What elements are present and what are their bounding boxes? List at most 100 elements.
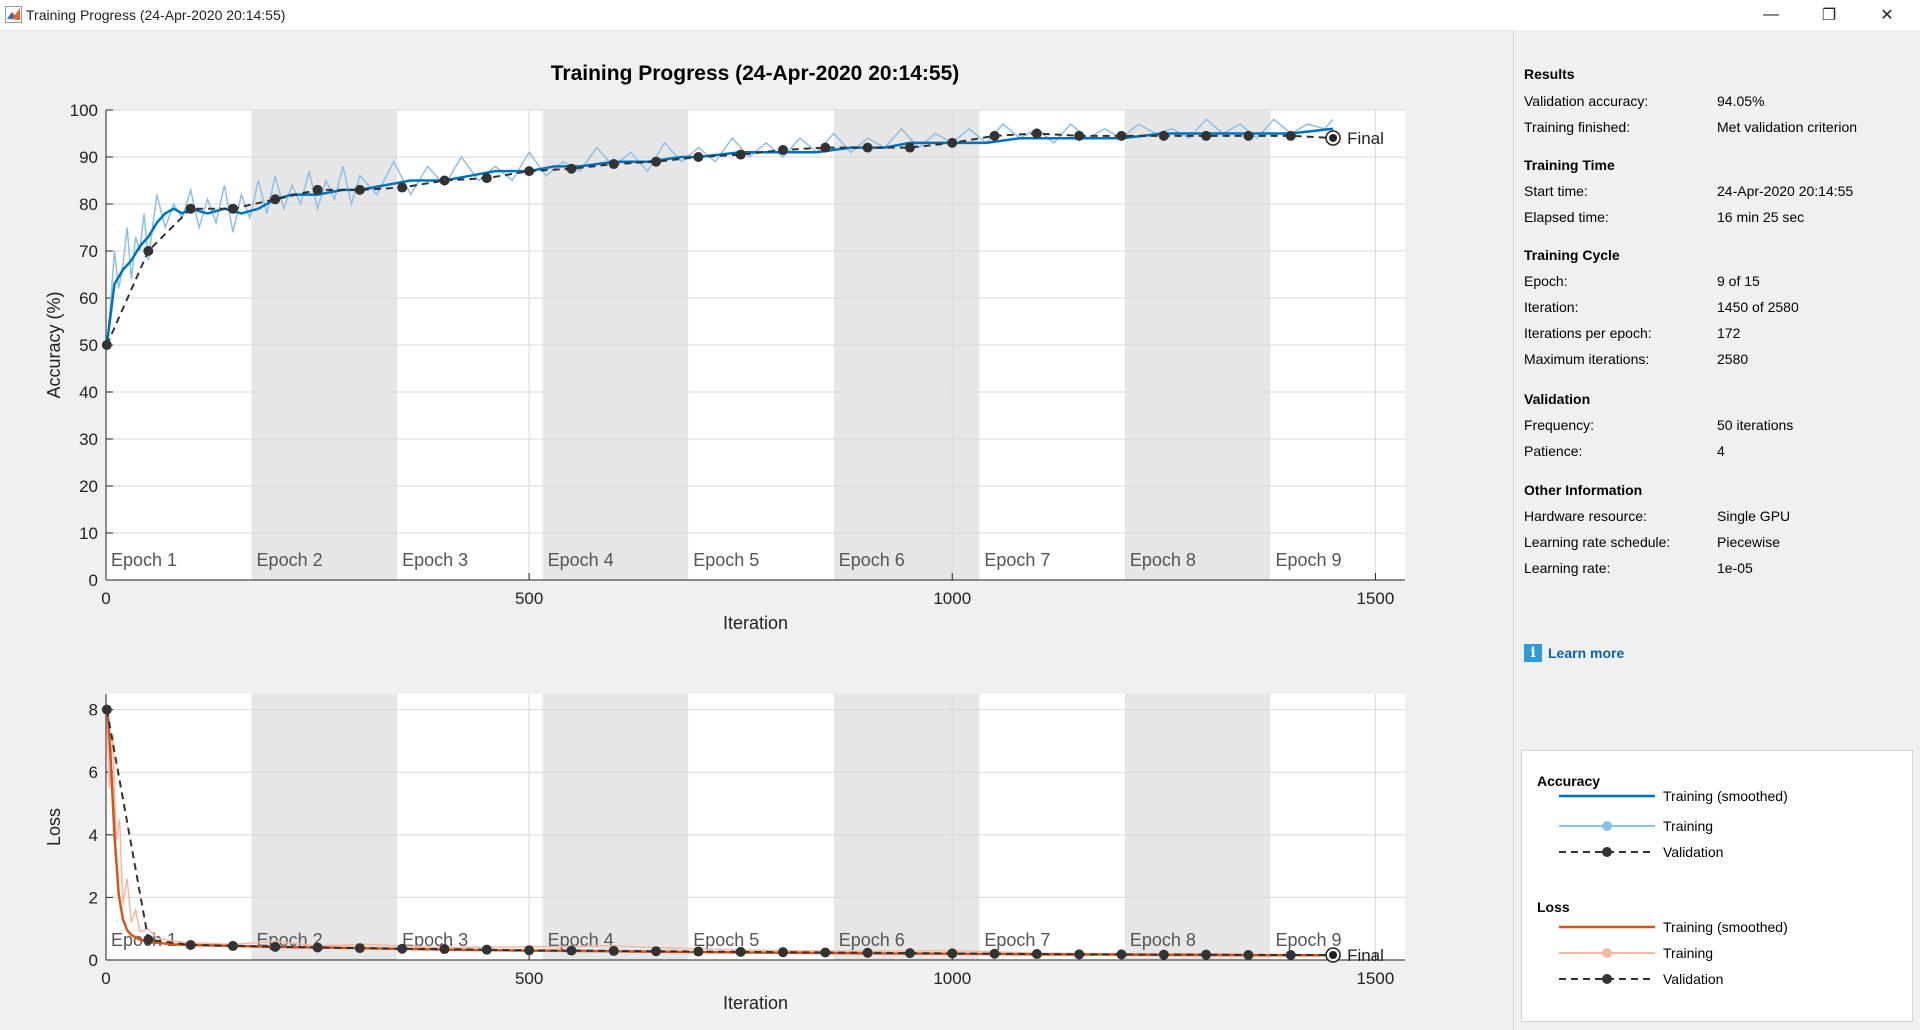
maximum-iterations-label: Maximum iterations: xyxy=(1524,351,1650,367)
accuracy-validation-point xyxy=(312,184,323,195)
accuracy-validation-point xyxy=(566,163,577,174)
results-heading: Results xyxy=(1524,66,1575,82)
accuracy-x-tick-label: 500 xyxy=(515,589,543,608)
accuracy-validation-point xyxy=(1116,130,1127,141)
learning-rate-schedule-label: Learning rate schedule: xyxy=(1524,534,1671,550)
loss-epoch-band xyxy=(251,694,398,960)
training-finished-label: Training finished: xyxy=(1524,119,1631,135)
loss-epoch-label: Epoch 4 xyxy=(548,930,614,950)
accuracy-x-axis-label: Iteration xyxy=(723,613,788,633)
accuracy-validation-point xyxy=(608,159,619,170)
accuracy-validation-point xyxy=(651,156,662,167)
accuracy-epoch-label: Epoch 8 xyxy=(1130,550,1196,570)
other-information-heading: Other Information xyxy=(1524,482,1643,498)
accuracy-validation-point xyxy=(778,144,789,155)
validation-accuracy-label: Validation accuracy: xyxy=(1524,93,1649,109)
loss-training-series xyxy=(106,709,1334,956)
minimize-icon: — xyxy=(1763,6,1779,23)
loss-validation-point xyxy=(1158,949,1169,960)
accuracy-validation-point xyxy=(820,142,831,153)
epoch-value: 9 of 15 xyxy=(1717,273,1760,289)
accuracy-y-tick-label: 70 xyxy=(79,242,98,261)
legend-accuracy-validation-line xyxy=(1559,847,1655,857)
accuracy-epoch-label: Epoch 1 xyxy=(111,550,177,570)
accuracy-y-tick-label: 30 xyxy=(79,430,98,449)
accuracy-epoch-label: Epoch 4 xyxy=(548,550,614,570)
patience-label: Patience: xyxy=(1524,443,1583,459)
legend-accuracy-training-label: Training xyxy=(1663,818,1714,834)
legend-loss-validation-line xyxy=(1559,974,1655,984)
accuracy-validation-point xyxy=(904,142,915,153)
accuracy-validation-point xyxy=(1031,128,1042,139)
loss-validation-point xyxy=(608,945,619,956)
legend-accuracy-validation-label: Validation xyxy=(1663,844,1724,860)
legend-loss-smoothed-line xyxy=(1559,925,1655,929)
validation-heading: Validation xyxy=(1524,391,1591,407)
accuracy-validation-point xyxy=(735,149,746,160)
iteration-value: 1450 of 2580 xyxy=(1717,299,1799,315)
accuracy-validation-point xyxy=(1201,130,1212,141)
close-button[interactable]: ✕ xyxy=(1858,0,1916,30)
iterations-per-epoch-label: Iterations per epoch: xyxy=(1524,325,1652,341)
loss-validation-point xyxy=(354,943,365,954)
loss-validation-point xyxy=(270,941,281,952)
info-panel: Results Validation accuracy: 94.05% Trai… xyxy=(1513,30,1920,1030)
loss-validation-point xyxy=(439,944,450,955)
frequency-value: 50 iterations xyxy=(1717,417,1794,433)
accuracy-y-tick-label: 0 xyxy=(89,571,98,590)
accuracy-final-marker-dot xyxy=(1329,133,1338,142)
legend-accuracy-training-line xyxy=(1559,821,1655,831)
loss-validation-point xyxy=(143,934,154,945)
accuracy-training-smoothed-series xyxy=(105,127,1334,346)
hardware-resource-value: Single GPU xyxy=(1717,508,1791,524)
loss-validation-point xyxy=(693,946,704,957)
plot-area: Training Progress (24-Apr-2020 20:14:55) xyxy=(0,30,1510,1030)
validation-accuracy-value: 94.05% xyxy=(1717,93,1765,109)
restore-button[interactable]: ❐ xyxy=(1800,0,1858,30)
loss-validation-point xyxy=(1116,949,1127,960)
loss-validation-point xyxy=(1074,949,1085,960)
loss-chart: Epoch 1 Epoch 2 Epoch 3 Epoch 4 Epoch 5 Epoch… xyxy=(44,694,1405,1013)
accuracy-validation-point xyxy=(862,142,873,153)
figure-title: Training Progress (24-Apr-2020 20:14:55) xyxy=(550,62,960,85)
accuracy-epoch-label: Epoch 7 xyxy=(984,550,1050,570)
accuracy-y-tick-label: 100 xyxy=(70,101,98,120)
legend-accuracy-heading: Accuracy xyxy=(1537,773,1601,789)
elapsed-time-value: 16 min 25 sec xyxy=(1717,209,1805,225)
learn-more-link[interactable]: i Learn more xyxy=(1524,644,1624,662)
loss-validation-point xyxy=(101,704,112,715)
minimize-button[interactable]: — xyxy=(1742,0,1800,30)
loss-x-tick-label: 0 xyxy=(101,969,110,988)
loss-x-tick-label: 1500 xyxy=(1356,969,1394,988)
legend-loss-heading: Loss xyxy=(1537,899,1570,915)
loss-validation-point xyxy=(735,946,746,957)
loss-epoch-label: Epoch 5 xyxy=(693,930,759,950)
loss-validation-point xyxy=(566,945,577,956)
loss-validation-point xyxy=(1031,949,1042,960)
accuracy-validation-point xyxy=(1074,130,1085,141)
loss-y-axis-label: Loss xyxy=(44,808,64,846)
loss-validation-point xyxy=(185,939,196,950)
loss-validation-point xyxy=(778,947,789,958)
learning-rate-label: Learning rate: xyxy=(1524,560,1611,576)
loss-final-marker-dot xyxy=(1329,950,1338,959)
accuracy-validation-point xyxy=(947,137,958,148)
loss-validation-point xyxy=(989,948,1000,959)
accuracy-y-tick-label: 10 xyxy=(79,524,98,543)
loss-validation-point xyxy=(947,948,958,959)
accuracy-validation-point xyxy=(1158,130,1169,141)
accuracy-validation-point xyxy=(1243,130,1254,141)
loss-x-tick-label: 1000 xyxy=(933,969,971,988)
learning-rate-value: 1e-05 xyxy=(1717,560,1753,576)
accuracy-validation-point xyxy=(270,194,281,205)
accuracy-validation-point xyxy=(143,246,154,256)
iteration-label: Iteration: xyxy=(1524,299,1579,315)
loss-validation-point xyxy=(397,943,408,954)
loss-validation-point xyxy=(1285,949,1296,960)
training-finished-value: Met validation criterion xyxy=(1717,119,1858,135)
accuracy-validation-point xyxy=(185,203,196,214)
patience-value: 4 xyxy=(1717,443,1725,459)
loss-validation-point xyxy=(904,948,915,959)
loss-y-tick-label: 0 xyxy=(89,951,98,970)
close-icon: ✕ xyxy=(1880,7,1894,24)
